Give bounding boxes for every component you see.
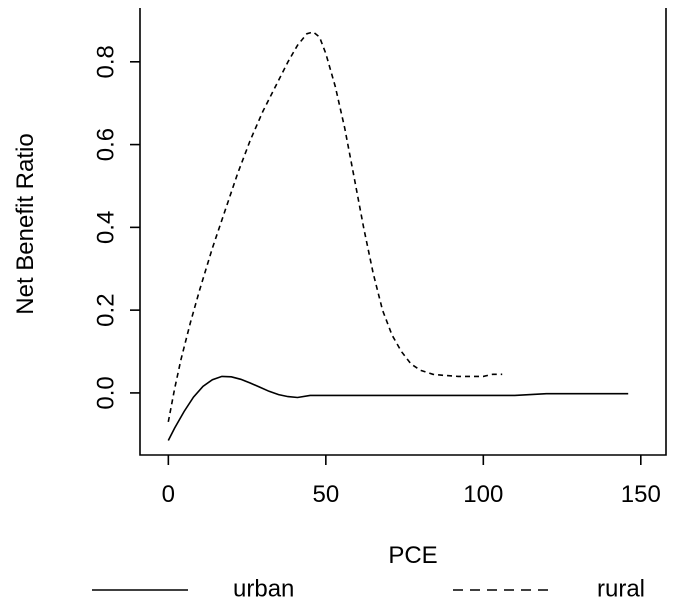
y-tick-label: 0.6: [92, 128, 119, 161]
series-line-urban: [167, 375, 629, 441]
series-layer: [167, 31, 629, 441]
y-tick-label: 0.8: [92, 45, 119, 78]
y-axis: 0.0 0.2 0.4 0.6 0.8: [92, 45, 140, 410]
y-tick-label: 0.4: [92, 211, 119, 244]
x-tick-label: 50: [312, 481, 339, 508]
x-axis: 0 50 100 150: [162, 455, 661, 508]
y-tick-label: 0.2: [92, 293, 119, 326]
x-tick-label: 0: [162, 481, 175, 508]
y-axis-title: Net Benefit Ratio: [12, 133, 39, 314]
plot-box: [139, 8, 667, 456]
legend-label-rural: rural: [597, 575, 645, 601]
x-tick-label: 100: [463, 481, 503, 508]
series-line-rural: [167, 31, 503, 423]
plot-frame: [139, 8, 667, 456]
legend-label-urban: urban: [233, 575, 294, 601]
y-tick-label: 0.0: [92, 376, 119, 409]
x-axis-title: PCE: [388, 542, 437, 569]
legend: urban rural: [92, 575, 645, 601]
x-tick-label: 150: [621, 481, 661, 508]
